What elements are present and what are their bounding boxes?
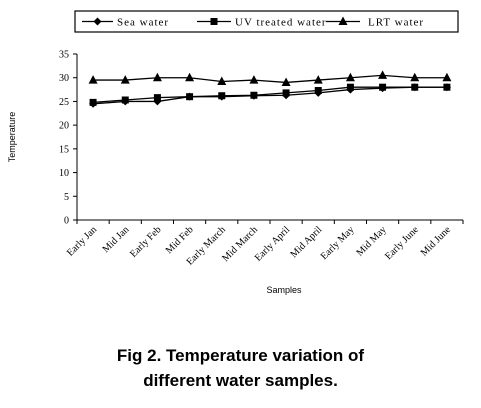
data-point bbox=[249, 75, 259, 84]
legend-entry: LRT water bbox=[326, 16, 424, 29]
x-tick-label: Early May bbox=[319, 224, 357, 262]
series-line bbox=[93, 74, 447, 84]
legend-marker bbox=[338, 16, 348, 25]
x-tick-label: Mid Jan bbox=[101, 224, 132, 255]
data-point bbox=[121, 96, 129, 104]
legend-label: LRT water bbox=[368, 17, 424, 29]
x-tick-label: Early Feb bbox=[128, 224, 163, 259]
y-tick-label: 10 bbox=[59, 168, 69, 179]
legend-entry: Sea water bbox=[82, 17, 169, 29]
y-axis-title: Temperature bbox=[7, 112, 17, 163]
figure-caption: Fig 2. Temperature variation of differen… bbox=[0, 343, 481, 393]
caption-line-1: Fig 2. Temperature variation of bbox=[116, 346, 365, 365]
data-point bbox=[250, 91, 258, 99]
data-point bbox=[378, 70, 388, 79]
data-point bbox=[313, 75, 323, 84]
x-tick-label: Early Jan bbox=[65, 224, 99, 258]
series-line bbox=[93, 86, 447, 105]
x-tick-label: Mid June bbox=[419, 224, 454, 259]
y-tick-label: 20 bbox=[59, 121, 69, 132]
legend-entry: UV treated water bbox=[197, 17, 327, 29]
series-line bbox=[93, 86, 447, 104]
y-tick-label: 35 bbox=[59, 50, 69, 61]
y-tick-label: 25 bbox=[59, 97, 69, 108]
line-chart: Sea water UV treated water LRT water 0 5 10 1… bbox=[7, 10, 464, 295]
data-point bbox=[282, 89, 290, 97]
data-point bbox=[281, 77, 291, 86]
data-point bbox=[314, 87, 322, 95]
x-axis-title: Samples bbox=[266, 285, 302, 295]
data-point bbox=[410, 72, 420, 82]
data-point bbox=[120, 75, 130, 84]
x-tick-label: Early April bbox=[253, 224, 293, 264]
series-uv-treated-water bbox=[89, 83, 451, 106]
chart-axes bbox=[73, 53, 464, 224]
x-tick-label: Mid Feb bbox=[164, 224, 196, 256]
y-tick-label: 0 bbox=[64, 216, 69, 227]
data-point bbox=[443, 83, 451, 91]
x-tick-label: Early June bbox=[383, 224, 421, 262]
data-point bbox=[185, 72, 195, 82]
data-point bbox=[186, 93, 194, 101]
y-tick-label: 15 bbox=[59, 144, 69, 155]
data-point bbox=[442, 72, 452, 82]
data-point bbox=[218, 92, 226, 100]
data-point bbox=[411, 83, 419, 91]
legend-marker bbox=[93, 17, 102, 26]
data-point bbox=[379, 83, 387, 91]
data-point bbox=[88, 75, 98, 84]
data-point bbox=[152, 72, 162, 82]
y-tick-label: 5 bbox=[64, 192, 69, 203]
legend-label: Sea water bbox=[117, 17, 169, 29]
series-lrt-water bbox=[88, 70, 452, 86]
chart-legend: Sea water UV treated water LRT water bbox=[74, 10, 459, 33]
data-point bbox=[153, 94, 161, 102]
data-point bbox=[217, 76, 227, 86]
chart-series bbox=[88, 70, 452, 108]
y-tick-label: 30 bbox=[59, 73, 69, 84]
data-point bbox=[345, 72, 355, 82]
data-point bbox=[89, 98, 97, 106]
legend-marker bbox=[210, 18, 218, 25]
data-point bbox=[346, 83, 354, 91]
caption-line-2: different water samples. bbox=[143, 371, 338, 390]
legend-box bbox=[74, 10, 459, 33]
legend-label: UV treated water bbox=[235, 17, 327, 29]
